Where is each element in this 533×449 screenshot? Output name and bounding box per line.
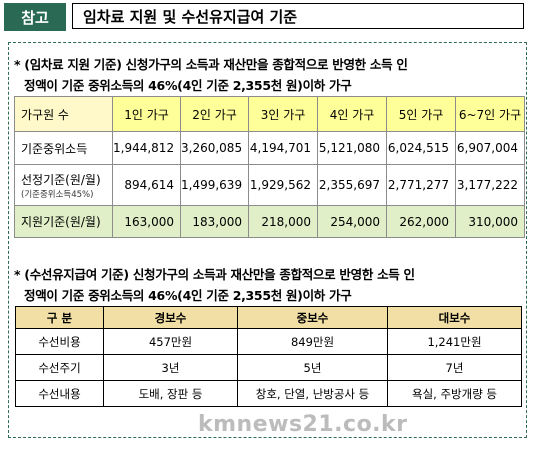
table-row: 지원기준(원/월) 163,000 183,000 218,000 254,00… bbox=[14, 205, 525, 238]
content-panel bbox=[8, 42, 527, 438]
table-cell: 창호, 단열, 난방공사 등 bbox=[237, 380, 388, 407]
table-cell: 6,907,004 bbox=[455, 131, 525, 165]
table-cell: 262,000 bbox=[386, 205, 456, 238]
repair-note-line1: * (수선유지급여 기준) 신청가구의 소득과 재산만을 종합적으로 반영한 소… bbox=[14, 267, 415, 282]
header: 참고 임차료 지원 및 수선유지급여 기준 bbox=[4, 3, 526, 31]
table-row: 기준중위소득 1,944,812 3,260,085 4,194,701 5,1… bbox=[14, 131, 525, 165]
table-row: 수선주기 3년 5년 7년 bbox=[15, 354, 522, 381]
repair-benefit-table: 구 분 경보수 중보수 대보수 수선비용 457만원 849만원 1,241만원… bbox=[15, 306, 522, 407]
table-cell: 3년 bbox=[103, 354, 238, 381]
row-label: 수선주기 bbox=[15, 354, 104, 381]
row-label-median-income: 기준중위소득 bbox=[14, 131, 113, 165]
header-cell: 4인 가구 bbox=[317, 96, 387, 132]
table-cell: 1,241만원 bbox=[387, 328, 522, 355]
table-header-row: 구 분 경보수 중보수 대보수 bbox=[15, 306, 522, 329]
repair-criteria-note: * (수선유지급여 기준) 신청가구의 소득과 재산만을 종합적으로 반영한 소… bbox=[14, 264, 520, 306]
table-cell: 1,944,812 bbox=[112, 131, 181, 165]
header-cell: 대보수 bbox=[387, 306, 522, 329]
reference-badge: 참고 bbox=[4, 3, 66, 31]
table-cell: 5년 bbox=[237, 354, 388, 381]
rent-note-line1: * (임차료 지원 기준) 신청가구의 소득과 재산만을 종합적으로 반영한 소… bbox=[14, 57, 408, 72]
table-row: 수선비용 457만원 849만원 1,241만원 bbox=[15, 328, 522, 355]
table-row: 수선내용 도배, 장판 등 창호, 단열, 난방공사 등 욕실, 주방개량 등 bbox=[15, 380, 522, 407]
table-cell: 183,000 bbox=[180, 205, 249, 238]
header-cell: 2인 가구 bbox=[180, 96, 249, 132]
table-cell: 254,000 bbox=[317, 205, 387, 238]
selection-criteria-sublabel: (기준중위소득45%) bbox=[21, 189, 94, 200]
table-cell: 4,194,701 bbox=[248, 131, 318, 165]
table-cell: 894,614 bbox=[112, 164, 181, 206]
header-household-size: 가구원 수 bbox=[14, 96, 113, 132]
table-cell: 3,177,222 bbox=[455, 164, 525, 206]
header-cell: 1인 가구 bbox=[112, 96, 181, 132]
table-cell: 218,000 bbox=[248, 205, 318, 238]
rent-criteria-note: * (임차료 지원 기준) 신청가구의 소득과 재산만을 종합적으로 반영한 소… bbox=[14, 54, 520, 96]
table-cell: 욕실, 주방개량 등 bbox=[387, 380, 522, 407]
table-cell: 2,771,277 bbox=[386, 164, 456, 206]
header-cell: 경보수 bbox=[103, 306, 238, 329]
watermark: kmnews21.co.kr bbox=[198, 412, 408, 437]
rent-note-line2: 정액이 기준 중위소득의 46%(4인 기준 2,355천 원)이하 가구 bbox=[24, 78, 352, 93]
header-cell: 3인 가구 bbox=[248, 96, 318, 132]
repair-note-line2: 정액이 기준 중위소득의 46%(4인 기준 2,355천 원)이하 가구 bbox=[24, 288, 352, 303]
row-label-support-criteria: 지원기준(원/월) bbox=[14, 205, 113, 238]
table-row: 선정기준(원/월) (기준중위소득45%) 894,614 1,499,639 … bbox=[14, 164, 525, 206]
header-cell: 6~7인 가구 bbox=[455, 96, 525, 132]
table-cell: 1,499,639 bbox=[180, 164, 249, 206]
table-cell: 1,929,562 bbox=[248, 164, 318, 206]
row-label-selection-criteria: 선정기준(원/월) (기준중위소득45%) bbox=[14, 164, 113, 206]
table-cell: 310,000 bbox=[455, 205, 525, 238]
table-cell: 163,000 bbox=[112, 205, 181, 238]
table-cell: 5,121,080 bbox=[317, 131, 387, 165]
row-label: 수선비용 bbox=[15, 328, 104, 355]
table-cell: 457만원 bbox=[103, 328, 238, 355]
table-cell: 도배, 장판 등 bbox=[103, 380, 238, 407]
table-cell: 6,024,515 bbox=[386, 131, 456, 165]
table-cell: 7년 bbox=[387, 354, 522, 381]
page-title: 임차료 지원 및 수선유지급여 기준 bbox=[72, 3, 524, 29]
table-header-row: 가구원 수 1인 가구 2인 가구 3인 가구 4인 가구 5인 가구 6~7인… bbox=[14, 96, 525, 132]
header-cell: 구 분 bbox=[15, 306, 104, 329]
table-cell: 3,260,085 bbox=[180, 131, 249, 165]
header-cell: 5인 가구 bbox=[386, 96, 456, 132]
rent-support-table: 가구원 수 1인 가구 2인 가구 3인 가구 4인 가구 5인 가구 6~7인… bbox=[14, 96, 525, 238]
header-cell: 중보수 bbox=[237, 306, 388, 329]
selection-criteria-label: 선정기준(원/월) bbox=[21, 172, 101, 187]
table-cell: 849만원 bbox=[237, 328, 388, 355]
table-cell: 2,355,697 bbox=[317, 164, 387, 206]
row-label: 수선내용 bbox=[15, 380, 104, 407]
